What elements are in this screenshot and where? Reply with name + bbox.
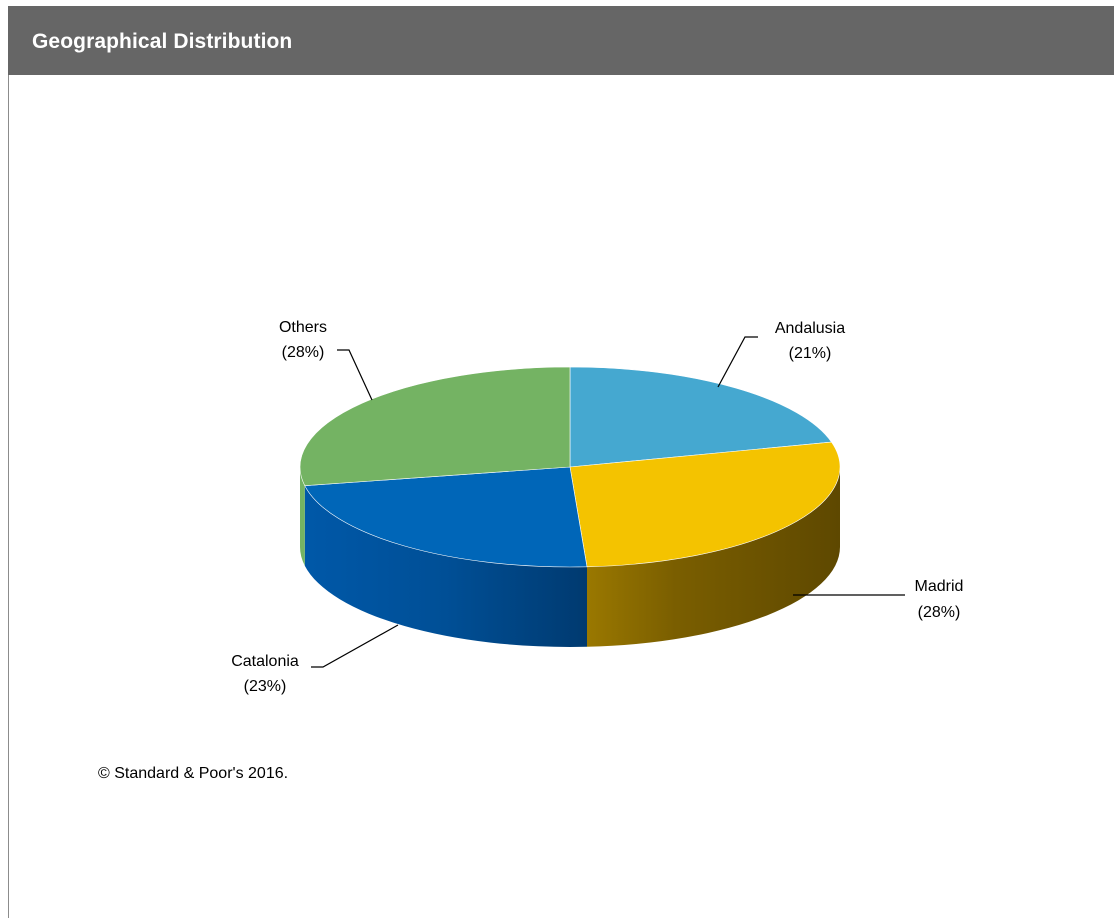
copyright-note: © Standard & Poor's 2016. [98,765,289,782]
leader-line-andalusia [717,336,758,388]
panel-header: Geographical Distribution [8,6,1114,75]
leader-line-catalonia [311,624,399,668]
slice-percent-andalusia: (21%) [789,345,832,362]
pie-slice-madrid [569,441,841,568]
leader-line-others [337,349,373,401]
slice-label-andalusia: Andalusia [775,320,845,337]
pie-side-others [300,467,305,566]
pie-side-catalonia [304,485,587,647]
pie-slice-catalonia [304,466,588,568]
pie-slice-others [299,366,571,487]
slice-label-others: Others [279,319,327,336]
pie-side-madrid [587,467,840,647]
pie-slice-andalusia [569,366,833,468]
slice-label-catalonia: Catalonia [231,653,299,670]
panel-title: Geographical Distribution [32,30,293,53]
slice-label-madrid: Madrid [915,578,964,595]
slice-percent-madrid: (28%) [918,604,961,621]
slice-percent-catalonia: (23%) [244,678,287,695]
slice-percent-others: (28%) [282,344,325,361]
panel-border [8,75,9,918]
